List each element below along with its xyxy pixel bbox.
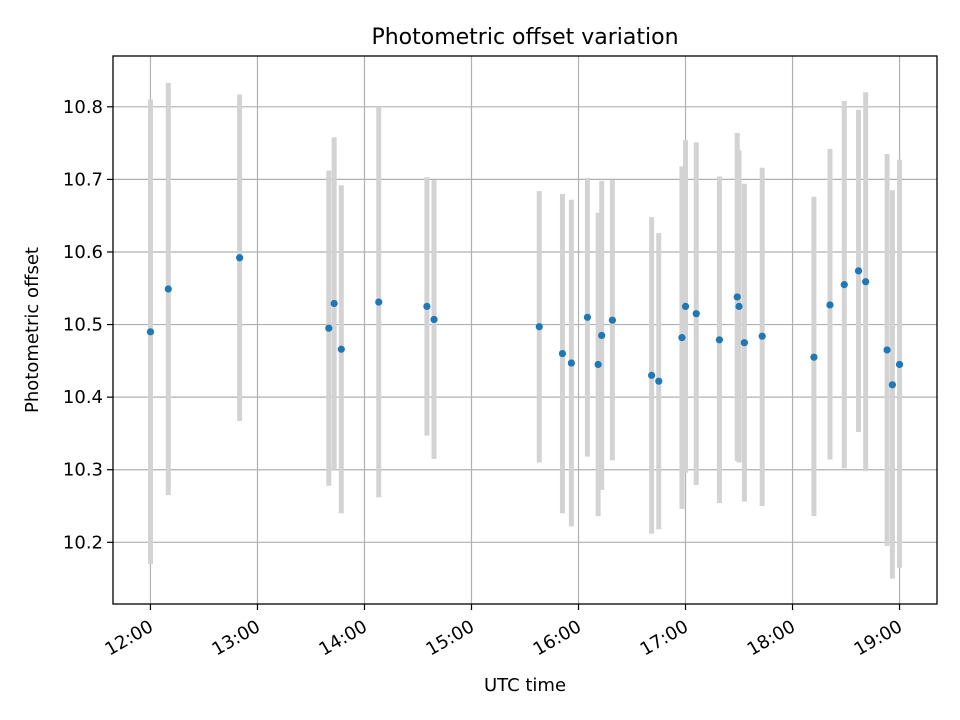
data-point xyxy=(430,315,438,324)
data-point xyxy=(567,359,575,367)
data-point xyxy=(826,301,834,309)
data-point xyxy=(678,334,686,342)
data-point xyxy=(895,360,904,369)
data-point xyxy=(655,377,663,385)
data-point xyxy=(535,323,543,331)
data-point xyxy=(146,328,155,336)
data-point xyxy=(740,339,748,347)
chart-title: Photometric offset variation xyxy=(371,25,678,50)
data-point xyxy=(733,293,741,301)
data-point xyxy=(715,336,724,344)
y-tick-label: 10.5 xyxy=(63,315,103,336)
data-point xyxy=(598,331,606,340)
y-tick-label: 10.4 xyxy=(63,387,103,408)
data-markers xyxy=(146,254,904,389)
y-tick-label: 10.6 xyxy=(63,242,103,263)
y-tick-label: 10.7 xyxy=(63,169,103,190)
data-point xyxy=(594,360,602,369)
data-point xyxy=(330,299,338,308)
data-point xyxy=(758,332,766,340)
data-point xyxy=(810,353,818,361)
data-point xyxy=(888,381,897,389)
data-point xyxy=(337,345,345,353)
data-point xyxy=(883,346,891,354)
data-point xyxy=(375,298,383,306)
data-point xyxy=(735,302,743,311)
data-point xyxy=(648,371,656,379)
plot-frame xyxy=(112,55,938,605)
grid xyxy=(113,56,937,604)
data-point xyxy=(608,316,616,324)
data-point xyxy=(854,267,863,275)
y-axis-title: Photometric offset xyxy=(22,247,43,413)
data-point xyxy=(692,310,700,318)
data-point xyxy=(164,285,172,293)
data-point xyxy=(236,254,244,262)
y-axis: 10.2 10.3 10.4 10.5 10.6 10.7 10.8 xyxy=(63,97,113,553)
data-point xyxy=(583,313,592,321)
y-tick-label: 10.8 xyxy=(63,97,103,118)
data-point xyxy=(325,324,333,332)
y-tick-label: 10.2 xyxy=(63,532,103,553)
data-point xyxy=(423,302,431,311)
x-axis-title: UTC time xyxy=(484,675,566,696)
data-point xyxy=(558,349,567,358)
data-point xyxy=(681,302,690,311)
data-point xyxy=(862,278,870,286)
y-tick-label: 10.3 xyxy=(63,460,103,481)
data-point xyxy=(840,281,848,289)
